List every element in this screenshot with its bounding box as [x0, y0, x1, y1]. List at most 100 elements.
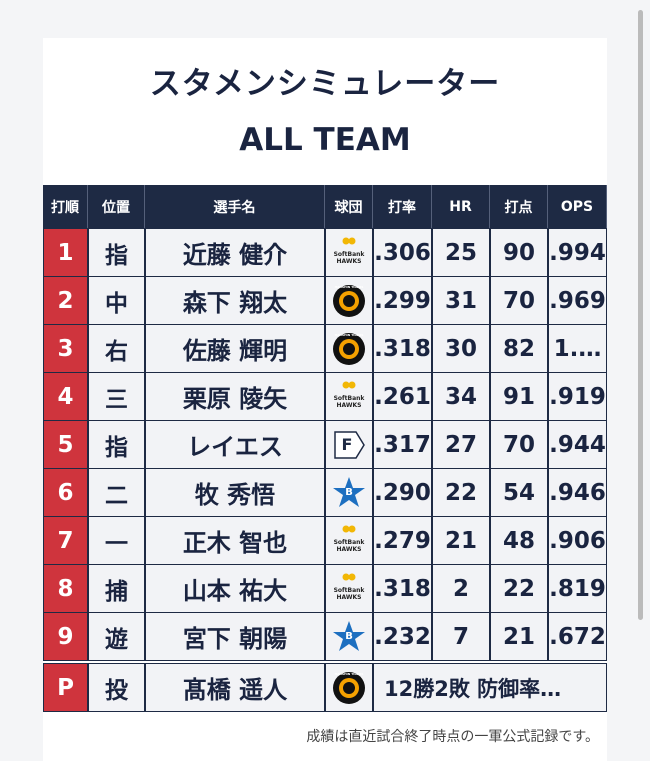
- scrollbar: [638, 10, 643, 620]
- rbi-cell: 54: [490, 468, 548, 517]
- team-cell: B: [325, 612, 373, 661]
- ops-cell: .946: [548, 468, 607, 517]
- page-subtitle: ALL TEAM: [239, 122, 411, 158]
- team-name: B: [345, 631, 353, 642]
- team-cell: SoftBank HAWKS: [325, 228, 373, 277]
- column-header: 選手名: [145, 185, 325, 228]
- logo-icon: [342, 573, 356, 580]
- team-name: SoftBank HAWKS: [333, 250, 365, 265]
- team-name: B: [345, 487, 353, 498]
- team-logo: B: [332, 620, 366, 654]
- team-cell: HANSHIN TIGERS: [325, 276, 373, 325]
- ops-cell: .994: [548, 228, 607, 277]
- logo-shape: [342, 237, 350, 244]
- position-cell: 指: [88, 228, 145, 277]
- order-cell: 4: [43, 372, 88, 421]
- team-logo: HANSHIN TIGERS: [332, 671, 366, 705]
- logo-shape: [333, 620, 365, 651]
- position-cell: 三: [88, 372, 145, 421]
- ops-cell: .672: [548, 612, 607, 661]
- position-cell: 投: [88, 663, 145, 712]
- column-header: 打点: [490, 185, 548, 228]
- avg-cell: .318: [373, 564, 432, 613]
- logo-icon: [342, 237, 356, 244]
- avg-cell: .306: [373, 228, 432, 277]
- logo-shape: [343, 342, 355, 355]
- team-name: F: [341, 435, 353, 454]
- position-cell: 捕: [88, 564, 145, 613]
- team-cell: HANSHIN TIGERS: [325, 663, 373, 712]
- avg-cell: .232: [373, 612, 432, 661]
- order-cell: 6: [43, 468, 88, 517]
- team-cell: F: [325, 420, 373, 469]
- name-cell: 栗原 陵矢: [145, 372, 325, 421]
- rbi-cell: 90: [490, 228, 548, 277]
- column-header: 打率: [373, 185, 432, 228]
- name-cell: 森下 翔太: [145, 276, 325, 325]
- ops-cell: 1.…: [548, 324, 607, 373]
- logo-icon: [333, 620, 365, 651]
- rbi-cell: 82: [490, 324, 548, 373]
- rbi-cell: 48: [490, 516, 548, 565]
- hr-cell: 27: [432, 420, 490, 469]
- position-cell: 一: [88, 516, 145, 565]
- order-cell: 9: [43, 612, 88, 661]
- position-cell: 指: [88, 420, 145, 469]
- column-header: HR: [432, 185, 490, 228]
- order-cell: 1: [43, 228, 88, 277]
- team-name: HANSHIN TIGERS: [334, 285, 364, 289]
- logo-icon: [334, 430, 365, 459]
- logo-icon: [333, 671, 365, 704]
- team-cell: B: [325, 468, 373, 517]
- name-cell: レイエス: [145, 420, 325, 469]
- column-header: OPS: [548, 185, 607, 228]
- rbi-cell: 21: [490, 612, 548, 661]
- column-header: 球団: [325, 185, 373, 228]
- team-name: HANSHIN TIGERS: [334, 672, 364, 676]
- position-cell: 遊: [88, 612, 145, 661]
- team-logo: SoftBank HAWKS: [332, 524, 366, 558]
- position-cell: 右: [88, 324, 145, 373]
- team-logo: HANSHIN TIGERS: [332, 284, 366, 318]
- avg-cell: .317: [373, 420, 432, 469]
- order-cell: P: [43, 663, 88, 712]
- ops-cell: .906: [548, 516, 607, 565]
- position-cell: 中: [88, 276, 145, 325]
- ops-cell: .819: [548, 564, 607, 613]
- team-cell: SoftBank HAWKS: [325, 372, 373, 421]
- logo-shape: [348, 381, 356, 388]
- name-cell: 近藤 健介: [145, 228, 325, 277]
- order-cell: 5: [43, 420, 88, 469]
- logo-shape: [348, 237, 356, 244]
- avg-cell: .318: [373, 324, 432, 373]
- logo-shape: [342, 381, 350, 388]
- name-cell: 牧 秀悟: [145, 468, 325, 517]
- logo-shape: [348, 573, 356, 580]
- logo-icon: [333, 284, 365, 317]
- team-cell: SoftBank HAWKS: [325, 516, 373, 565]
- logo-shape: [343, 681, 355, 694]
- logo-icon: [342, 525, 356, 532]
- team-name: SoftBank HAWKS: [333, 586, 365, 601]
- name-cell: 山本 祐大: [145, 564, 325, 613]
- rbi-cell: 22: [490, 564, 548, 613]
- hr-cell: 21: [432, 516, 490, 565]
- ops-cell: .969: [548, 276, 607, 325]
- order-cell: 7: [43, 516, 88, 565]
- order-cell: 8: [43, 564, 88, 613]
- team-cell: SoftBank HAWKS: [325, 564, 373, 613]
- column-header: 位置: [88, 185, 145, 228]
- name-cell: 正木 智也: [145, 516, 325, 565]
- team-name: SoftBank HAWKS: [333, 394, 365, 409]
- order-cell: 2: [43, 276, 88, 325]
- logo-icon: [342, 381, 356, 388]
- team-logo: SoftBank HAWKS: [332, 380, 366, 414]
- avg-cell: .299: [373, 276, 432, 325]
- stats-cell: 12勝2敗 防御率…: [373, 663, 607, 712]
- footer-note: 成績は直近試合終了時点の一軍公式記録です。: [306, 729, 599, 745]
- logo-shape: [342, 573, 350, 580]
- name-cell: 宮下 朝陽: [145, 612, 325, 661]
- avg-cell: .261: [373, 372, 432, 421]
- logo-icon: [333, 476, 365, 507]
